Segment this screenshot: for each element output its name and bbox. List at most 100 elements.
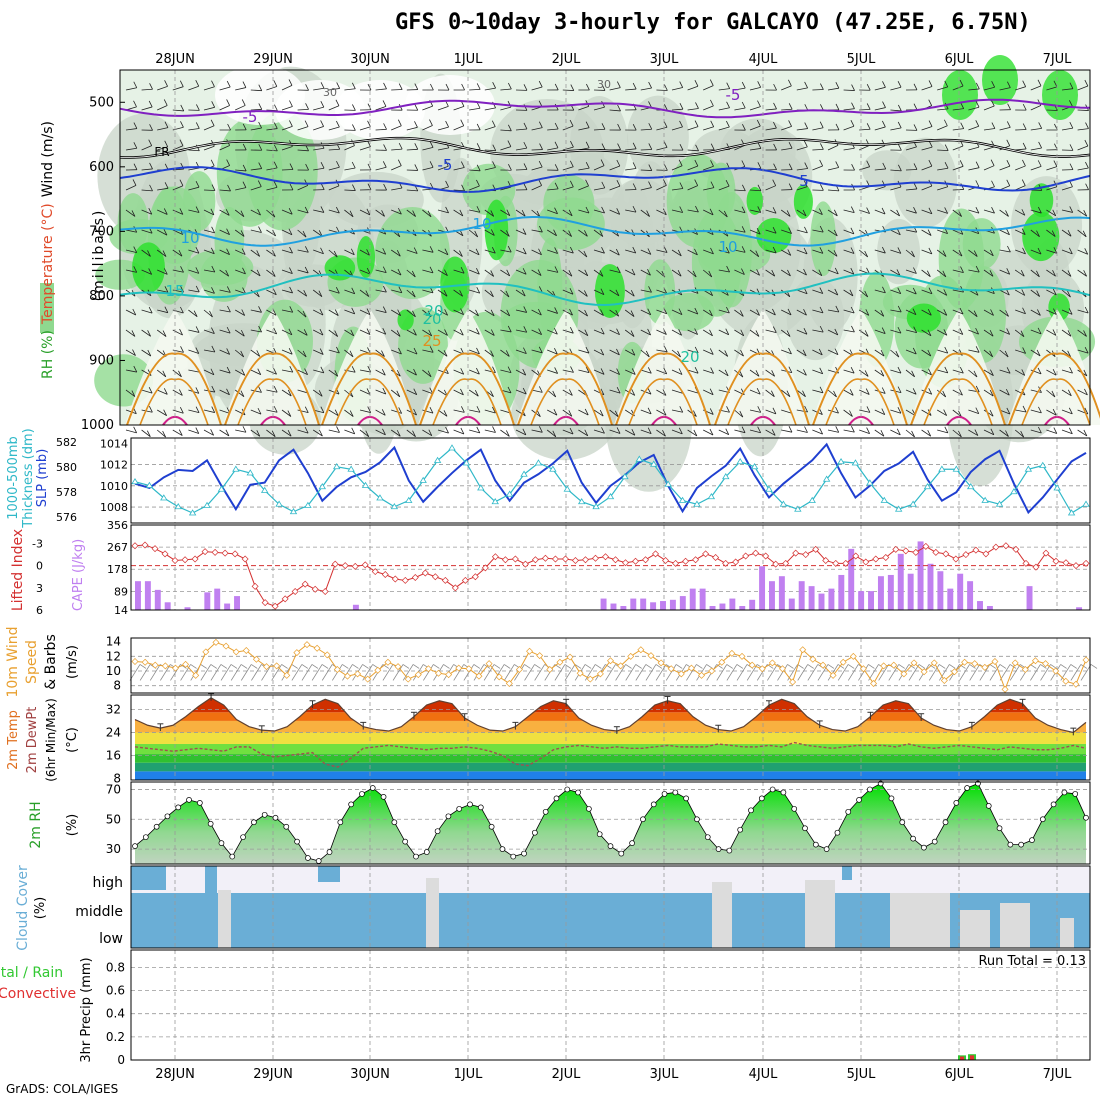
wind-barb-flag (505, 290, 510, 298)
wind-barb-flag (162, 370, 167, 378)
wind-barb-flag (741, 426, 746, 433)
wind-barb (515, 309, 527, 313)
wind-barb-flag (240, 390, 245, 397)
wind-barb (266, 128, 278, 131)
wind-barb (234, 209, 245, 218)
wind-barb-flag (211, 406, 216, 413)
precip-tick: 0.2 (106, 1030, 125, 1044)
wind-barb-flag (148, 208, 153, 215)
wind-barb-flag (336, 346, 340, 354)
wind-barb-flag (195, 206, 200, 213)
rh-marker (564, 786, 571, 793)
wind-barb-flag (1005, 210, 1009, 217)
wind-barb (235, 369, 246, 376)
surface-wind-barb (979, 664, 991, 681)
wind-barb (687, 389, 699, 394)
thickness-marker (433, 456, 442, 463)
wind-barb (188, 209, 200, 213)
wind-barb-flag (834, 328, 839, 336)
wind-barb (796, 269, 807, 276)
rh-marker (467, 801, 473, 808)
wind-barb-flag (460, 308, 464, 315)
wind-barb-flag (366, 388, 371, 395)
wind-barb (266, 167, 278, 171)
wind-barb (952, 108, 964, 111)
wind-barb-flag (585, 366, 590, 373)
wind-barb (235, 169, 247, 172)
wind-barb-flag (897, 305, 902, 313)
thickness-marker (577, 497, 586, 505)
panel-ylabel: (%) (33, 897, 48, 920)
temperature-contour (119, 216, 1091, 247)
wind-barb-flag (898, 164, 902, 172)
wind-barb (422, 329, 432, 337)
surface-wind-barb-flag (534, 664, 541, 669)
wind-barb-flag (1005, 430, 1009, 437)
wind-barb (422, 429, 433, 437)
wind-barb-flag (804, 104, 809, 111)
temperature-contour-25 (517, 352, 613, 426)
wind-barb-flag (538, 179, 542, 186)
wind-barb-flag (1021, 369, 1026, 376)
wind-barb (250, 249, 260, 257)
wind-barb-flag (271, 270, 276, 277)
surface-wind-barb-flag (999, 664, 1007, 669)
thickness-marker (779, 500, 788, 507)
wind-barb (188, 85, 199, 91)
wind-barb (812, 389, 824, 394)
wind-barb-flag (663, 179, 667, 186)
wind-barb (219, 389, 230, 396)
wind-barb-flag (725, 328, 730, 335)
panel-ylabel: Thickness (dm) (21, 428, 36, 528)
cape-bar (184, 607, 191, 610)
surface-wind-barb (149, 664, 161, 681)
wind-barb-flag (740, 388, 745, 395)
wind-speed-marker (556, 658, 564, 666)
wind-barb (172, 289, 184, 293)
wind-barb (968, 429, 979, 436)
surface-wind-barb-flag (524, 664, 531, 669)
wind-barb (1077, 209, 1087, 217)
lifted-index-marker (431, 573, 439, 581)
wind-barb-flag (351, 366, 356, 373)
wind-barb (796, 329, 808, 335)
rh-marker (726, 847, 733, 854)
wind-barb-flag (882, 162, 887, 170)
wind-barb (827, 167, 839, 171)
wind-barb (625, 269, 636, 276)
wind-barb-flag (600, 368, 605, 375)
wind-barb-flag (786, 210, 791, 217)
slp-tick: 1008 (100, 501, 128, 514)
wind-barb-flag (476, 179, 480, 187)
wind-barb (188, 269, 199, 274)
wind-barb-flag (427, 370, 432, 377)
wind-tick: 14 (106, 635, 121, 649)
wind-barb (1015, 86, 1026, 91)
wind-barb-flag (1084, 346, 1089, 354)
thickness-marker (880, 496, 888, 503)
thickness-marker (794, 505, 802, 512)
surface-wind-barb (716, 664, 728, 681)
wind-barb-flag (677, 350, 681, 358)
thickness-marker (851, 459, 860, 466)
wind-barb-flag (896, 428, 901, 436)
wind-barb-flag (554, 347, 558, 355)
surface-wind-barb-flag (311, 664, 319, 669)
wind-barb (765, 429, 776, 436)
wind-barb-flag (444, 160, 449, 167)
lifted-index-marker (461, 576, 469, 584)
wind-barb (328, 369, 339, 377)
wind-barb (921, 409, 932, 416)
wind-barb-flag (367, 83, 372, 91)
wind-barb-flag (568, 410, 573, 417)
wind-barb-flag (959, 160, 964, 167)
wind-barb-flag (912, 388, 917, 395)
bottom-day-label: 7JUL (1043, 1067, 1073, 1082)
wind-barb (235, 105, 246, 111)
lifted-index-marker (551, 555, 559, 563)
rh-marker (650, 801, 657, 808)
wind-barb (921, 349, 932, 357)
thickness-marker (505, 490, 514, 497)
wind-barb (765, 108, 777, 111)
wind-barb-flag (960, 122, 965, 129)
